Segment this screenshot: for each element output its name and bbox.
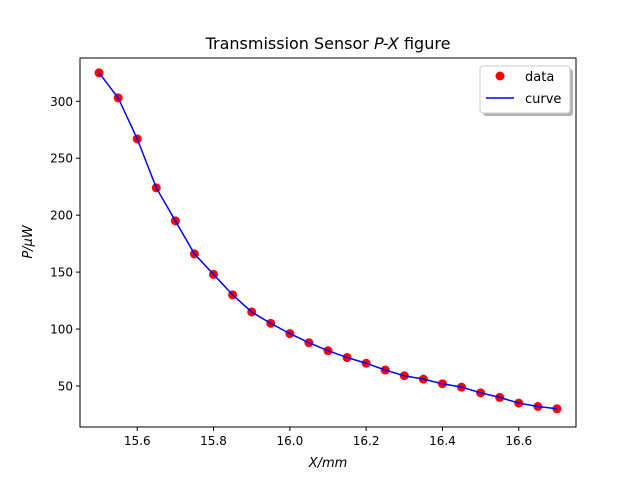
legend-data-marker bbox=[495, 71, 505, 81]
axes-frame bbox=[79, 57, 577, 428]
chart-title-italic: P-X bbox=[374, 34, 400, 53]
legend-label-data: data bbox=[525, 70, 554, 85]
y-tick-label: 250 bbox=[50, 152, 73, 166]
data-point bbox=[552, 404, 562, 414]
x-tick-label: 16.0 bbox=[276, 434, 303, 448]
x-tick-label: 15.6 bbox=[124, 434, 151, 448]
x-tick-label: 16.6 bbox=[505, 434, 532, 448]
y-tick-label: 150 bbox=[50, 266, 73, 280]
series-layer bbox=[94, 68, 562, 414]
y-tick-label: 200 bbox=[50, 209, 73, 223]
legend-label-curve: curve bbox=[525, 92, 561, 107]
curve-line bbox=[98, 72, 558, 410]
x-tick-label: 15.8 bbox=[200, 434, 227, 448]
chart-title: Transmission Sensor P-X figure bbox=[205, 34, 451, 53]
chart-title-suffix: figure bbox=[399, 34, 451, 53]
x-tick-label: 16.4 bbox=[429, 434, 456, 448]
x-tick-label: 16.2 bbox=[353, 434, 380, 448]
y-tick-label: 50 bbox=[58, 380, 73, 394]
y-axis-ticks: 50 100 150 200 250 300 bbox=[50, 95, 80, 394]
y-tick-label: 100 bbox=[50, 323, 73, 337]
y-tick-label: 300 bbox=[50, 95, 73, 109]
chart-title-prefix: Transmission Sensor bbox=[205, 34, 374, 53]
x-axis-label: X/mm bbox=[308, 456, 348, 471]
y-axis-label: P/μW bbox=[21, 224, 36, 258]
x-axis-ticks: 15.6 15.8 16.0 16.2 16.4 16.6 bbox=[124, 427, 532, 448]
legend: data curve bbox=[479, 65, 573, 116]
